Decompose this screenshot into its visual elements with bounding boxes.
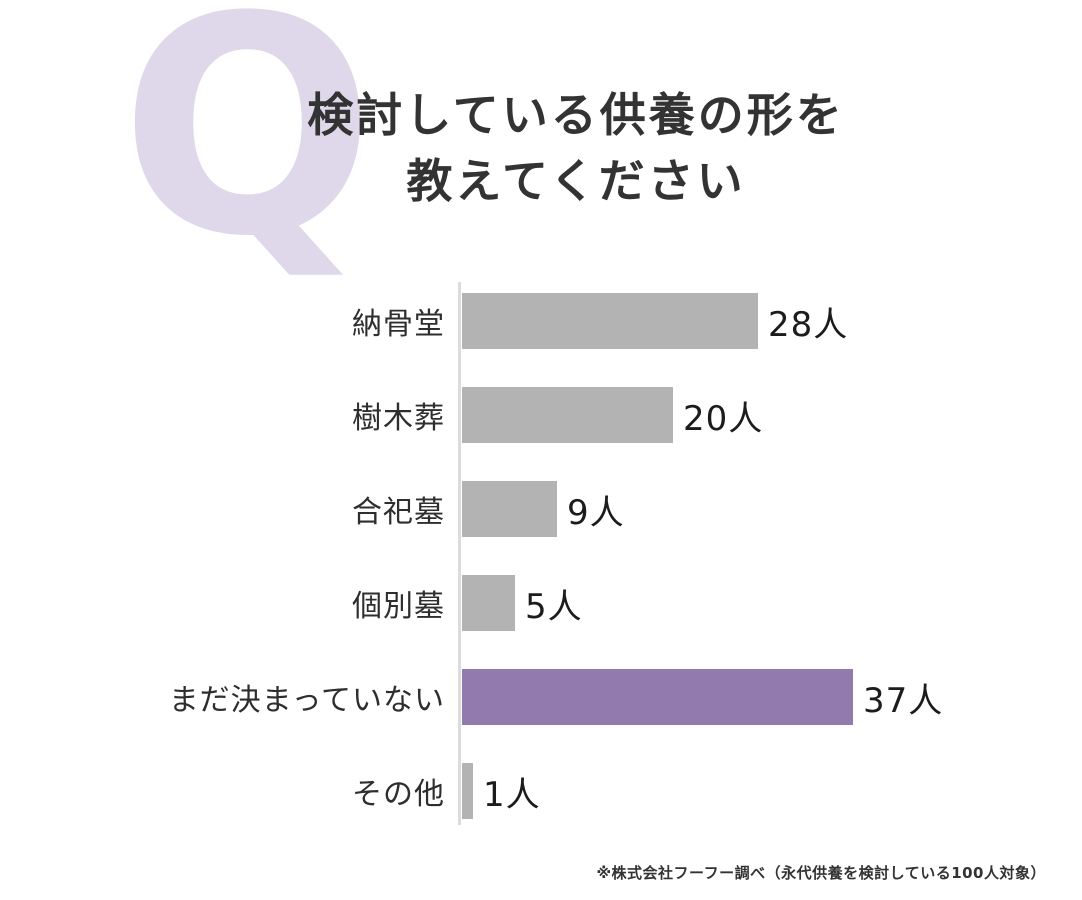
source-note: ※株式会社フーフー調べ（永代供養を検討している100人対象） [596,864,1046,882]
value-label: 1人 [483,774,541,815]
chart-row-jumokusou: 樹木葬 20人 [0,387,1082,443]
bar [462,481,557,537]
chart-row-other: その他 1人 [0,763,1082,819]
value-label: 37人 [863,680,944,721]
chart-row-kobetsubo: 個別墓 5人 [0,575,1082,631]
category-label: 合祀墓 [352,495,445,530]
page-title-line2: 教えてください [406,153,746,208]
bar [462,575,515,631]
category-label: 納骨堂 [352,307,445,342]
category-label: 個別墓 [352,589,445,624]
category-label: まだ決まっていない [168,683,445,718]
bar [462,763,473,819]
bar-chart: 納骨堂 28人 樹木葬 20人 合祀墓 9人 個別墓 5人 まだ決まっていない … [0,282,1082,825]
value-label: 9人 [567,492,625,533]
q-watermark-letter: Q [120,0,376,302]
bar-highlighted [462,669,853,725]
chart-row-undecided: まだ決まっていない 37人 [0,669,1082,725]
value-label: 28人 [768,304,849,345]
category-label: その他 [352,777,445,812]
value-label: 20人 [683,398,764,439]
page-title: 検討している供養の形を 教えてください [246,83,906,215]
axis-baseline [458,282,461,825]
value-label: 5人 [525,586,583,627]
bar [462,293,758,349]
chart-row-noukotsudou: 納骨堂 28人 [0,293,1082,349]
bar [462,387,673,443]
category-label: 樹木葬 [352,401,445,436]
chart-row-goushibo: 合祀墓 9人 [0,481,1082,537]
page-title-line1: 検討している供養の形を [307,88,845,142]
